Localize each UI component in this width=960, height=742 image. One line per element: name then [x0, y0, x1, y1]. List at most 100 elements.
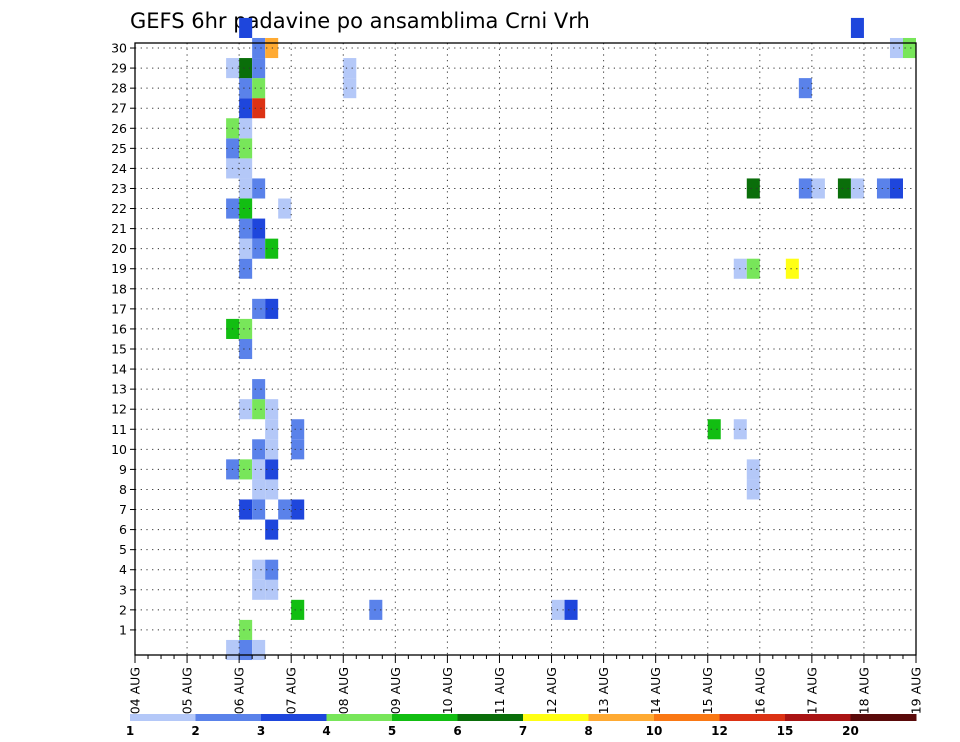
x-axis: 04 AUG 05 AUG 06 AUG 07 AUG 08 AUG 09 AUG 10 A…	[128, 655, 924, 714]
heatmap-cell	[889, 178, 903, 199]
heatmap-cell	[265, 419, 279, 440]
colorbar-swatch	[261, 714, 327, 721]
colorbar-tick-label: 12	[711, 724, 728, 738]
heatmap-cell	[239, 459, 253, 480]
heatmap-cell	[239, 338, 253, 360]
colorbar-swatch	[523, 714, 589, 721]
x-tick-label: 13 AUG	[596, 667, 611, 714]
heatmap-cell	[252, 459, 266, 480]
x-tick-label: 18 AUG	[856, 667, 871, 714]
heatmap-cell	[265, 238, 279, 259]
heatmap-cell	[252, 499, 266, 520]
colorbar-legend: 1 2 3 4 5 6 7 8 10 12 15 20	[126, 714, 917, 738]
y-tick-label: 3	[119, 582, 127, 597]
heatmap-cell	[265, 479, 279, 500]
colorbar-swatch	[588, 714, 655, 721]
heatmap-cell	[252, 379, 266, 400]
heatmap-cell	[239, 78, 253, 99]
y-tick-label: 6	[119, 522, 127, 537]
colorbar-tick-label: 10	[646, 724, 663, 738]
heatmap-cell	[785, 258, 799, 279]
heatmap-cell	[252, 58, 266, 79]
heatmap-cell	[239, 499, 253, 520]
chart-title: GEFS 6hr padavine po ansamblima Crni Vrh	[130, 9, 590, 33]
x-tick-label: 08 AUG	[336, 667, 351, 714]
colorbar-swatch	[457, 714, 524, 721]
heatmap-cell	[369, 599, 383, 620]
heatmap-cell	[239, 158, 253, 179]
heatmap-cell	[239, 178, 253, 199]
heatmap-cell	[239, 98, 253, 119]
heatmap-cell	[265, 459, 279, 480]
y-tick-label: 25	[111, 141, 127, 156]
grid-lines	[135, 43, 916, 655]
y-tick-label: 13	[111, 382, 127, 397]
heatmap-cell	[265, 399, 279, 420]
y-tick-label: 17	[111, 301, 127, 316]
heatmap-cell	[265, 439, 279, 460]
heatmap-cell	[239, 138, 253, 159]
heatmap-cell	[265, 559, 279, 580]
colorbar-swatch	[850, 714, 917, 721]
x-tick-label: 06 AUG	[232, 667, 247, 714]
heatmap-cell	[239, 118, 253, 139]
heatmap-cell	[564, 599, 578, 620]
y-tick-label: 21	[111, 221, 127, 236]
colorbar-tick-label: 8	[584, 724, 592, 738]
heatmap-cell	[252, 298, 266, 319]
heatmap-cell	[239, 58, 253, 79]
heatmap-cell	[239, 639, 253, 661]
heatmap-cell	[850, 178, 864, 199]
heatmap-cell	[252, 479, 266, 500]
heatmap-cell	[239, 17, 253, 38]
colorbar-swatch	[392, 714, 458, 721]
x-tick-label: 12 AUG	[544, 667, 559, 714]
heatmap-cell	[252, 78, 266, 99]
heatmap-cell	[876, 178, 890, 199]
heatmap-cell	[850, 17, 864, 38]
colorbar-tick-label: 20	[842, 724, 859, 738]
heatmap-cell	[343, 78, 357, 99]
y-tick-label: 30	[111, 41, 127, 56]
heatmap-cell	[252, 399, 266, 420]
heatmap-cell	[746, 258, 760, 279]
heatmap-cell	[291, 439, 305, 460]
heatmap-cell	[291, 419, 305, 440]
heatmap-cell	[265, 579, 279, 600]
colorbar-tick-label: 1	[126, 724, 134, 738]
y-tick-label: 5	[119, 542, 127, 557]
heatmap-cell	[252, 98, 266, 119]
y-tick-label: 7	[119, 502, 127, 517]
x-tick-label: 11 AUG	[492, 667, 507, 714]
x-tick-label: 14 AUG	[648, 667, 663, 714]
heatmap-cell	[239, 238, 253, 259]
heatmap-cell	[265, 519, 279, 540]
heatmap-cell	[278, 499, 292, 520]
colorbar-swatch	[719, 714, 786, 721]
colorbar-tick-label: 6	[453, 724, 461, 738]
x-tick-label: 19 AUG	[909, 667, 924, 714]
heatmap-cell	[252, 37, 266, 59]
heatmap-cell	[746, 459, 760, 480]
y-tick-label: 11	[111, 422, 127, 437]
heatmap-cell	[343, 58, 357, 79]
colorbar-tick-label: 3	[257, 724, 265, 738]
colorbar-swatch	[326, 714, 393, 721]
y-tick-label: 8	[119, 482, 127, 497]
heatmap-cell	[252, 439, 266, 460]
heatmap-cell	[239, 399, 253, 420]
heatmap-cell	[226, 639, 240, 661]
y-tick-label: 26	[111, 121, 127, 136]
x-tick-label: 15 AUG	[700, 667, 715, 714]
heatmap-cell	[239, 258, 253, 279]
heatmap-cell	[798, 178, 812, 199]
heatmap-cell	[252, 639, 266, 661]
heatmap-cell	[265, 298, 279, 319]
colorbar-tick-label: 5	[388, 724, 396, 738]
heatmap-cell	[707, 419, 721, 440]
x-tick-label: 09 AUG	[388, 667, 403, 714]
heatmap-cell	[889, 37, 903, 59]
heatmap-cells	[226, 17, 916, 661]
y-axis: 1234567891011121314151617181920212223242…	[111, 41, 135, 637]
